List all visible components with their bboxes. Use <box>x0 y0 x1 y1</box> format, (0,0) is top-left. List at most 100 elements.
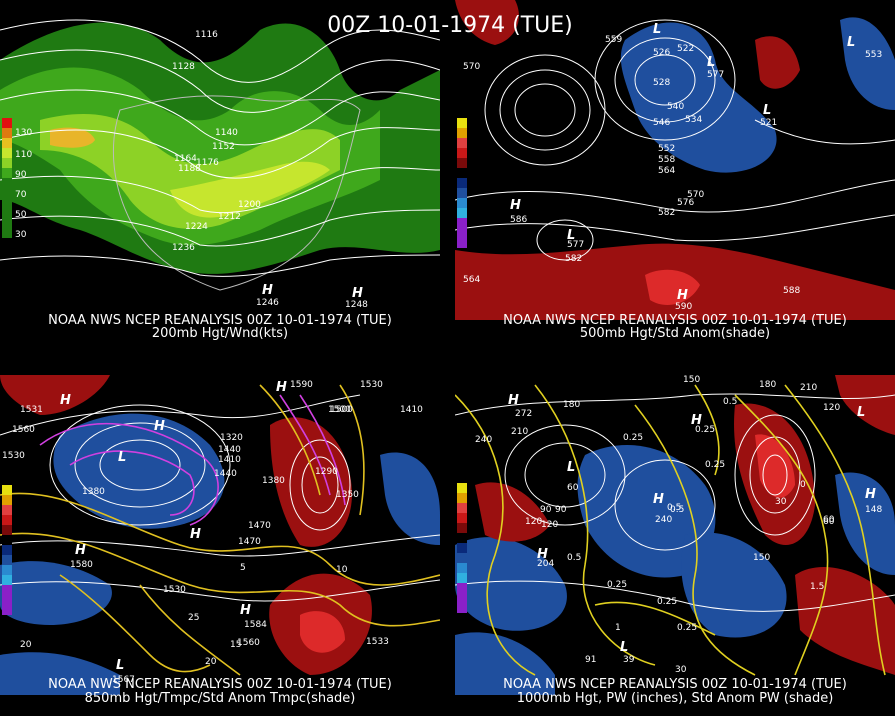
contour-label: 1380 <box>262 476 285 486</box>
contour-label: 240 <box>655 515 673 525</box>
panel-850mb-height-temp: 1560 1530 1500 1470 1440 1410 1380 1350 … <box>0 375 440 716</box>
contour-label: 90 <box>555 505 567 515</box>
height-contours <box>0 394 440 602</box>
positive-anomaly-shade <box>755 36 800 89</box>
map-title: 00Z 10-01-1974 (TUE) <box>327 13 573 38</box>
jet-shade-inner <box>170 161 330 218</box>
contour-label: 1380 <box>82 487 105 497</box>
contour-label: 0.25 <box>677 623 698 633</box>
low-pressure-marker: L <box>763 103 772 118</box>
contour-label: 5 <box>240 563 246 573</box>
high-pressure-marker: H <box>691 413 702 428</box>
positive-anomaly-shade <box>0 375 110 415</box>
contour-label: 1140 <box>215 128 238 138</box>
contour-label: 588 <box>783 286 801 296</box>
map-canvas-200mb <box>0 19 440 291</box>
std-anomaly-legend <box>457 483 467 613</box>
positive-anomaly-shade <box>835 375 895 435</box>
contour-label: 1531 <box>20 405 43 415</box>
high-pressure-marker: H <box>352 286 363 301</box>
contour-label: 576 <box>677 198 695 208</box>
contour-label: 1530 <box>360 380 383 390</box>
contour-label: 546 <box>653 118 671 128</box>
panel-caption-field: 200mb Hgt/Wnd(kts) <box>151 326 289 341</box>
high-pressure-marker: H <box>653 492 664 507</box>
contour-label: 1128 <box>172 62 195 72</box>
contour-label: 526 <box>653 48 671 58</box>
contour-label: 1212 <box>218 212 241 222</box>
positive-anomaly-shade <box>300 611 345 653</box>
contour-label: 30 <box>675 665 687 675</box>
contour-label: 1470 <box>248 521 271 531</box>
contour-label: 1560 <box>12 425 35 435</box>
contour-label: 0.5 <box>670 505 685 515</box>
contour-label: 1533 <box>366 637 389 647</box>
contour-label: 120 <box>541 520 559 530</box>
contour-label: 1188 <box>178 164 201 174</box>
negative-anomaly-shade <box>0 652 120 695</box>
positive-anomaly-shade <box>475 482 550 542</box>
contour-label: 0.5 <box>567 553 582 563</box>
panel-caption-source: NOAA NWS NCEP REANALYSIS 00Z 10-01-1974 … <box>503 313 847 328</box>
high-pressure-marker: H <box>276 380 287 395</box>
contour-label: 150 <box>753 553 771 563</box>
contour-label: 0.5 <box>667 503 682 513</box>
contour-label: 210 <box>511 427 529 437</box>
contour-label: 552 <box>658 144 676 154</box>
map-canvas-850mb <box>0 375 440 695</box>
high-pressure-marker: H <box>865 487 876 502</box>
contour-label: 1530 <box>2 451 25 461</box>
contour-label: 1580 <box>70 560 93 570</box>
negative-anomaly-shade <box>380 452 440 545</box>
contour-label: 1500 <box>328 405 351 415</box>
contour-label: 558 <box>658 155 676 165</box>
low-pressure-marker: L <box>653 22 662 37</box>
contour-label: 1 <box>615 623 621 633</box>
low-pressure-marker: L <box>567 460 576 475</box>
contour-label: 1470 <box>238 537 261 547</box>
contour-label: 521 <box>760 118 778 128</box>
contour-label: 0.25 <box>657 597 678 607</box>
height-contours <box>455 393 895 612</box>
contour-label: 90 <box>540 505 552 515</box>
low-pressure-marker: L <box>707 55 716 70</box>
jet-shade-max <box>50 127 95 148</box>
legend-label: 130 <box>15 128 33 138</box>
contour-label: 1236 <box>172 243 195 253</box>
contour-label: 522 <box>677 44 695 54</box>
panel-caption-field: 1000mb Hgt, PW (inches), Std Anom PW (sh… <box>516 691 834 706</box>
low-pressure-marker: L <box>116 658 125 673</box>
panel-caption-field: 500mb Hgt/Std Anom(shade) <box>579 326 771 341</box>
panel-200mb-height-wind: 130 110 90 70 50 30 1116 1128 1140 1152 … <box>0 0 440 340</box>
contour-label: 1290 <box>315 467 338 477</box>
contour-label: 0.5 <box>723 397 738 407</box>
contour-label: 1350 <box>336 490 359 500</box>
contour-label: 1176 <box>196 158 219 168</box>
contour-label: 1116 <box>195 30 218 40</box>
contour-label: 0 <box>800 480 806 490</box>
contour-label: 577 <box>707 70 725 80</box>
high-pressure-marker: H <box>262 283 273 298</box>
legend-label: 90 <box>15 170 27 180</box>
contour-label: 120 <box>525 517 543 527</box>
contour-label: 120 <box>823 403 841 413</box>
panel-500mb-height-anomaly: 570 522 528 540 546 534 552 558 564 570 … <box>455 0 895 340</box>
contour-label: 204 <box>537 559 555 569</box>
positive-anomaly-shade <box>645 269 700 305</box>
contour-label: 1567 <box>112 675 135 685</box>
contour-label: 1248 <box>345 300 368 310</box>
contour-label: 91 <box>585 655 597 665</box>
contour-label: 570 <box>463 62 481 72</box>
contour-label: 148 <box>865 505 883 515</box>
contour-label: 1200 <box>238 200 261 210</box>
low-pressure-marker: L <box>118 450 127 465</box>
contour-label: 60 <box>823 515 835 525</box>
panel-caption-source: NOAA NWS NCEP REANALYSIS 00Z 10-01-1974 … <box>48 677 392 692</box>
contour-label: 1152 <box>212 142 235 152</box>
contour-label: 582 <box>658 208 676 218</box>
contour-label: 210 <box>800 383 818 393</box>
contour-label: 1590 <box>290 380 313 390</box>
precipitable-water-contours <box>455 384 886 676</box>
positive-anomaly-shade <box>795 566 895 675</box>
contour-label: 553 <box>865 50 883 60</box>
